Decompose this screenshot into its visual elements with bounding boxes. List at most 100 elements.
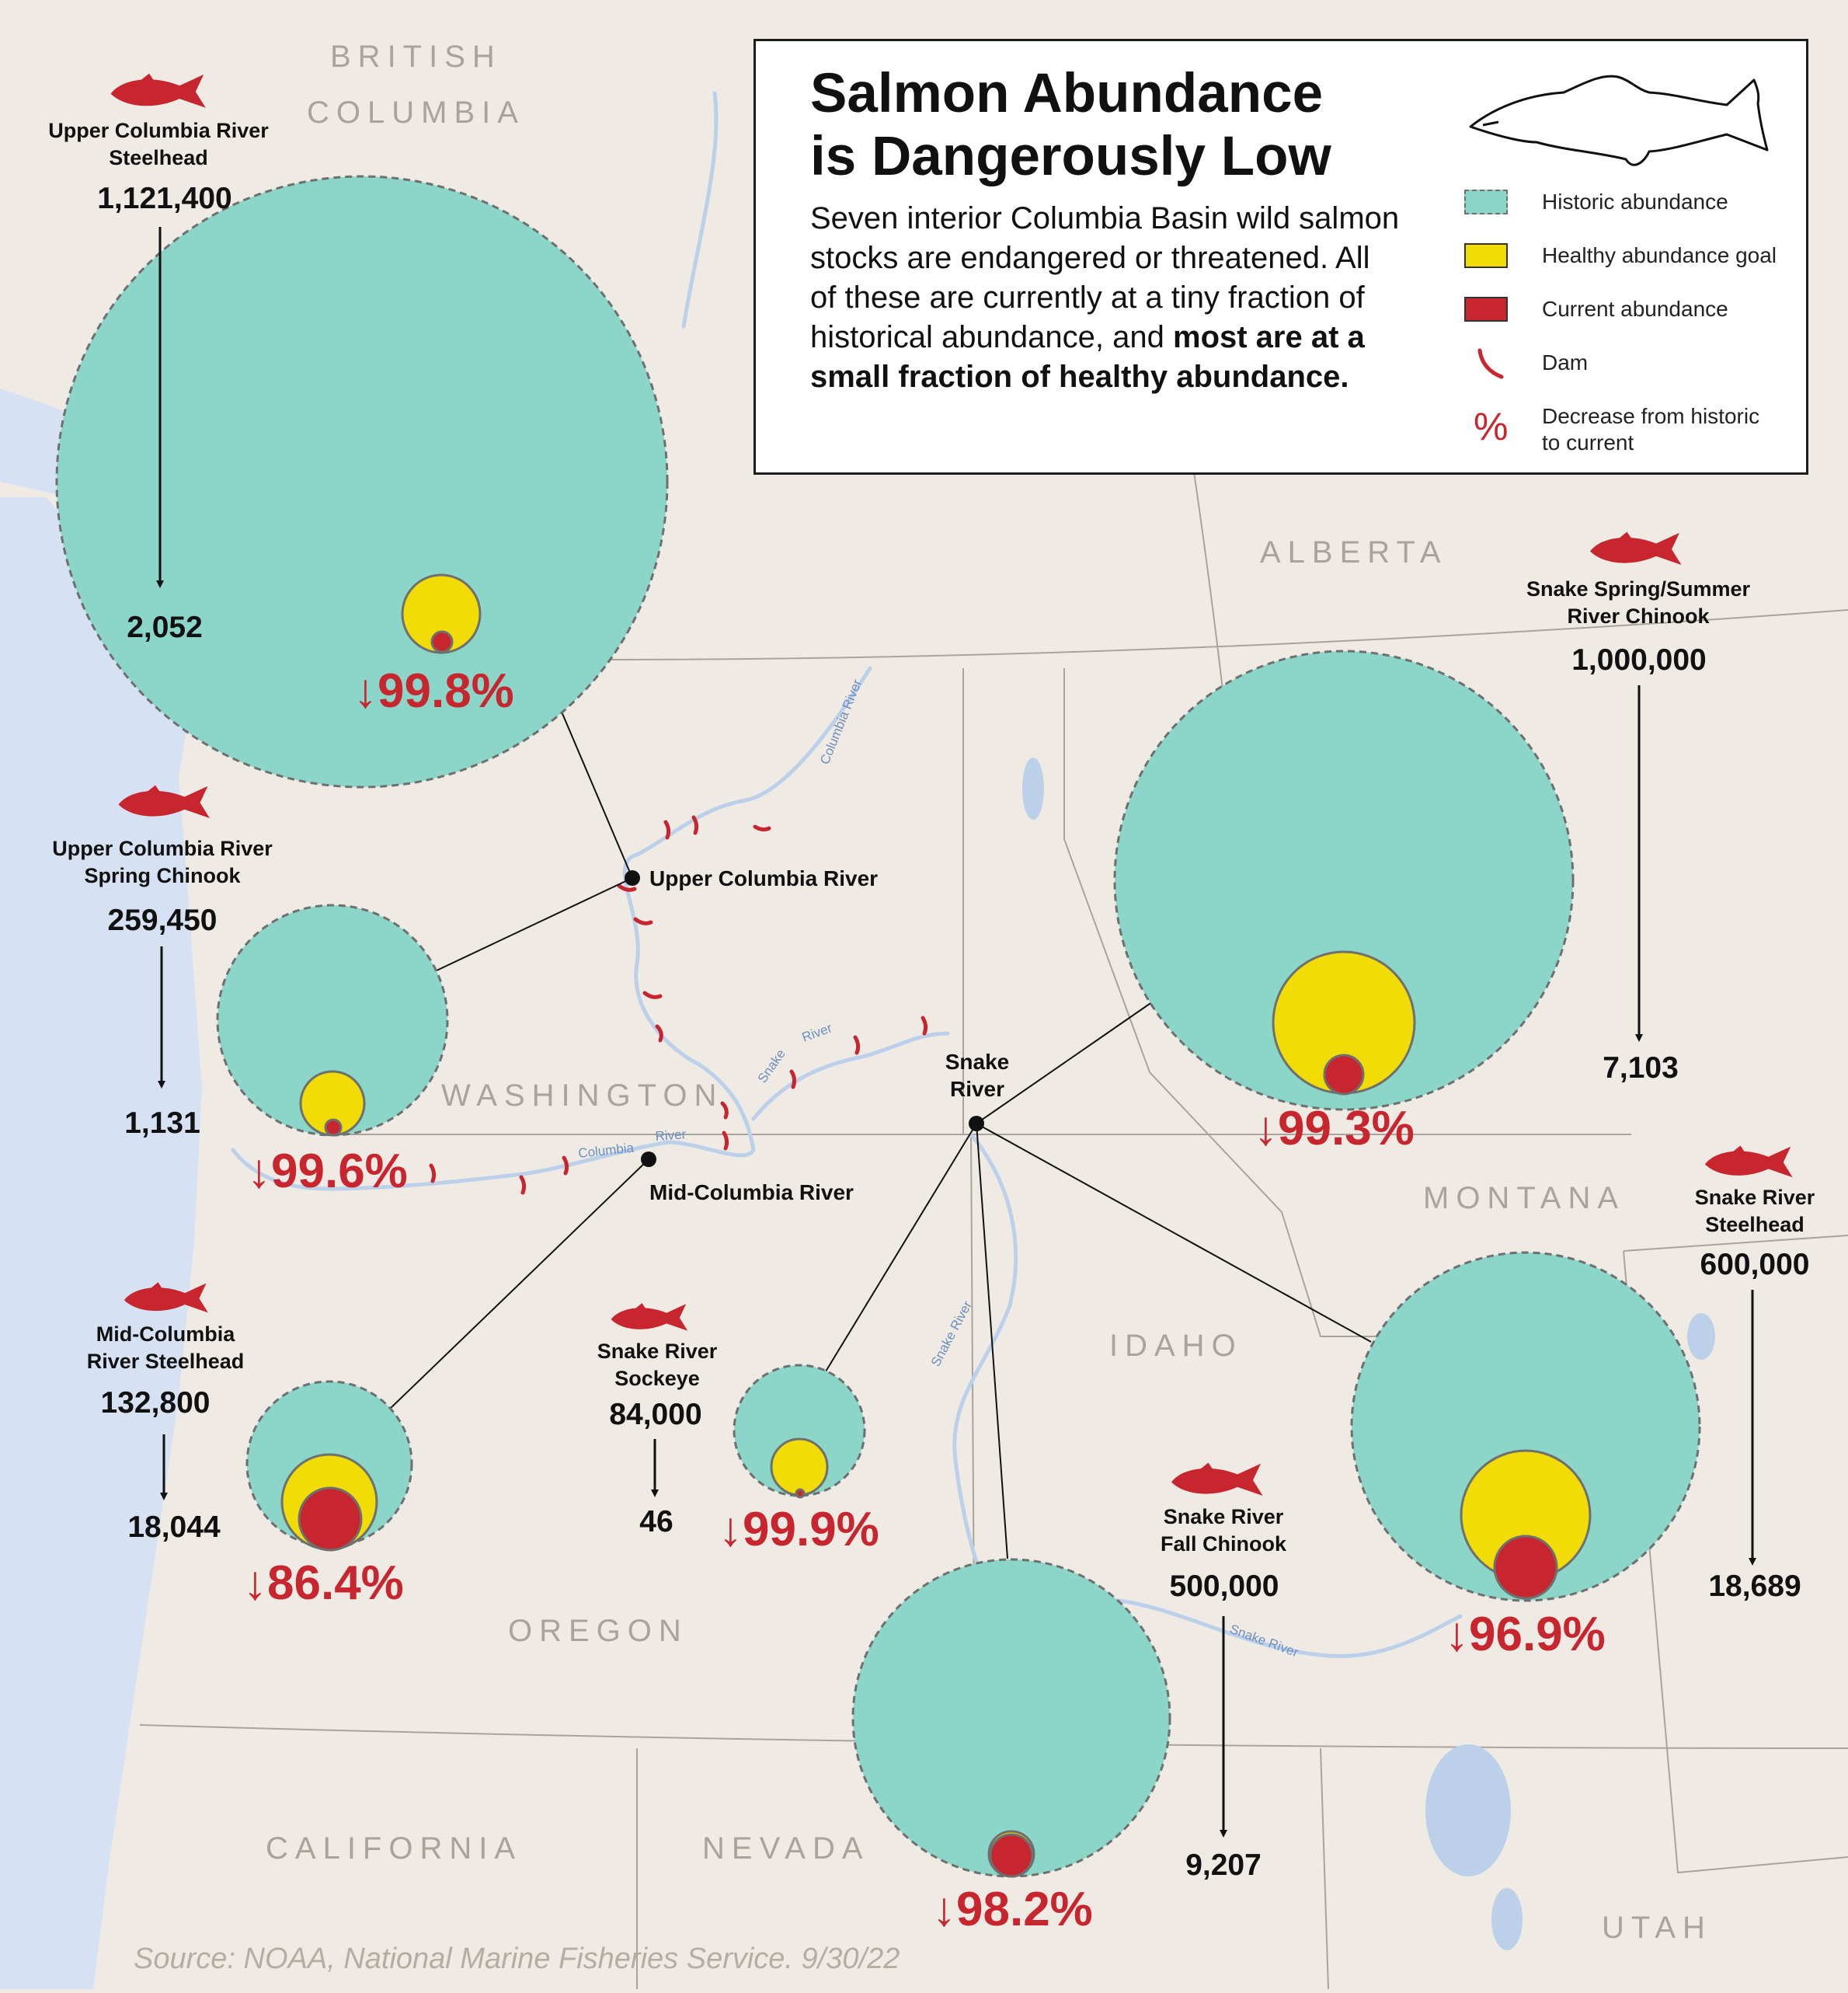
dam-icon — [633, 917, 653, 925]
legend-swatch-historic — [1464, 190, 1508, 214]
dam-icon — [663, 820, 671, 840]
legend-label-decrease-1: Decrease from historic — [1542, 404, 1760, 428]
historic-value: 500,000 — [1170, 1570, 1279, 1603]
legend-description-text: Seven interior Columbia Basin wild salmo… — [810, 201, 1400, 354]
current-value: 2,052 — [127, 611, 203, 644]
decrease-percent: ↓99.8% — [353, 664, 514, 718]
hub-label-upper-columbia: Upper Columbia River — [649, 866, 878, 890]
historic-circle — [733, 1364, 866, 1497]
circle-group-snake-steelhead — [1350, 1251, 1701, 1602]
current-circle — [989, 1833, 1034, 1878]
dam-icon — [789, 1069, 797, 1089]
legend-title: Salmon Abundance is Dangerously Low — [810, 62, 1432, 188]
stock-label-snake-spring-summer-chinook: Snake Spring/Summer River Chinook 1,000,… — [1254, 531, 1751, 1155]
historic-value: 1,000,000 — [1571, 643, 1707, 677]
decrease-percent: ↓96.9% — [1445, 1608, 1606, 1661]
stock-label-snake-fall-chinook: Snake River Fall Chinook 500,000 9,207 ↓… — [932, 1462, 1287, 1936]
stock-name-line2: Steelhead — [109, 146, 208, 169]
stock-name-line1: Snake River — [597, 1340, 718, 1363]
legend-description: Seven interior Columbia Basin wild salmo… — [810, 199, 1401, 397]
legend-label-historic: Historic abundance — [1542, 190, 1728, 214]
circle-group-mid-columbia-steelhead — [245, 1380, 413, 1552]
circle-group-snake-spring-summer-chinook — [1113, 650, 1575, 1111]
dam-icon — [691, 815, 699, 835]
stock-label-uc-steelhead: Upper Columbia River Steelhead 1,121,400… — [48, 73, 514, 718]
stock-name-line1: Upper Columbia River — [48, 119, 269, 142]
stock-name-line2: Steelhead — [1705, 1213, 1804, 1236]
historic-value: 132,800 — [101, 1386, 211, 1420]
dam-icon — [617, 883, 637, 892]
stock-label-mid-columbia-steelhead: Mid-Columbia River Steelhead 132,800 18,… — [87, 1282, 404, 1610]
legend-description-emphasis: most are at a small fraction of healthy … — [810, 320, 1365, 394]
current-circle — [1493, 1535, 1558, 1600]
hub-label-snake-1: Snake — [945, 1050, 1010, 1074]
current-value: 9,207 — [1185, 1848, 1262, 1882]
stock-label-uc-spring-chinook: Upper Columbia River Spring Chinook 259,… — [52, 785, 408, 1198]
region-label-utah: UTAH — [1602, 1911, 1712, 1945]
region-label-british-columbia-1: BRITISH — [330, 40, 502, 74]
region-label-british-columbia-2: COLUMBIA — [307, 96, 525, 130]
region-label-idaho: IDAHO — [1109, 1329, 1243, 1363]
legend-label-healthy: Healthy abundance goal — [1542, 243, 1777, 267]
legend-title-line1: Salmon Abundance — [810, 63, 1324, 124]
stock-name-line1: Snake River — [1164, 1505, 1284, 1528]
legend-label-current: Current abundance — [1542, 297, 1728, 321]
dam-icon — [921, 1016, 928, 1036]
current-circle — [795, 1488, 806, 1499]
river-label-columbia-lower-2: River — [655, 1127, 687, 1144]
fish-outline-icon — [1469, 75, 1769, 166]
legend-swatch-current — [1464, 297, 1508, 322]
circle-group-uc-spring-chinook — [216, 904, 449, 1137]
stock-label-snake-steelhead: Snake River Steelhead 600,000 18,689 ↓96… — [1445, 1145, 1815, 1661]
historic-value: 1,121,400 — [97, 182, 232, 215]
circle-group-snake-fall-chinook — [851, 1558, 1171, 1878]
hub-dot-snake — [969, 1116, 984, 1131]
stock-label-snake-sockeye: Snake River Sockeye 84,000 46 ↓99.9% — [597, 1303, 879, 1556]
dam-icon — [642, 991, 663, 999]
hub-dot-upper-columbia — [625, 870, 640, 886]
legend-label-decrease-2: to current — [1542, 430, 1634, 455]
hub-dot-mid-columbia — [641, 1152, 656, 1167]
dam-icon — [753, 824, 771, 832]
stock-name-line1: Mid-Columbia — [96, 1322, 235, 1346]
region-label-montana: MONTANA — [1423, 1181, 1625, 1215]
pacific-ocean — [0, 497, 202, 1989]
decrease-percent: ↓98.2% — [932, 1883, 1093, 1936]
historic-value: 84,000 — [609, 1398, 701, 1431]
circle-group-snake-sockeye — [733, 1364, 866, 1499]
hub-points: Upper Columbia River Mid-Columbia River … — [625, 866, 1009, 1204]
historic-circle — [1113, 650, 1575, 1111]
source-note: Source: NOAA, National Marine Fisheries … — [134, 1942, 900, 1975]
region-label-alberta: ALBERTA — [1260, 535, 1448, 570]
stock-name-line2: River Chinook — [1567, 605, 1710, 628]
region-label-nevada: NEVADA — [702, 1831, 870, 1866]
stock-name-line1: Snake Spring/Summer — [1526, 577, 1751, 601]
decrease-percent: ↓99.9% — [719, 1503, 879, 1556]
stock-name-line2: River Steelhead — [87, 1350, 245, 1373]
historic-value: 600,000 — [1700, 1248, 1810, 1281]
current-value: 18,044 — [127, 1510, 221, 1544]
dam-icon — [720, 1101, 729, 1120]
current-circle — [430, 630, 454, 653]
region-labels: BRITISH COLUMBIA ALBERTA WASHINGTON MONT… — [266, 40, 1712, 1945]
historic-circle — [1350, 1251, 1701, 1602]
current-value: 46 — [639, 1505, 673, 1538]
dam-icon — [853, 1035, 861, 1055]
stock-name-line1: Upper Columbia River — [52, 837, 273, 860]
dam-icon — [722, 1131, 729, 1151]
current-value: 1,131 — [124, 1106, 200, 1140]
circle-group-uc-steelhead — [55, 175, 669, 789]
region-label-california: CALIFORNIA — [266, 1831, 522, 1866]
legend-box: Salmon Abundance is Dangerously Low Seve… — [753, 39, 1808, 475]
historic-value: 259,450 — [108, 904, 218, 937]
region-label-washington: WASHINGTON — [441, 1078, 723, 1113]
dam-icon — [655, 1024, 663, 1043]
decrease-percent: ↓99.6% — [247, 1145, 408, 1198]
current-circle — [324, 1118, 343, 1137]
hub-label-mid-columbia: Mid-Columbia River — [649, 1180, 854, 1204]
legend-title-line2: is Dangerously Low — [810, 126, 1331, 187]
legend-label-dam: Dam — [1542, 350, 1589, 375]
dam-icon — [562, 1155, 569, 1176]
dam-icon — [429, 1163, 437, 1183]
